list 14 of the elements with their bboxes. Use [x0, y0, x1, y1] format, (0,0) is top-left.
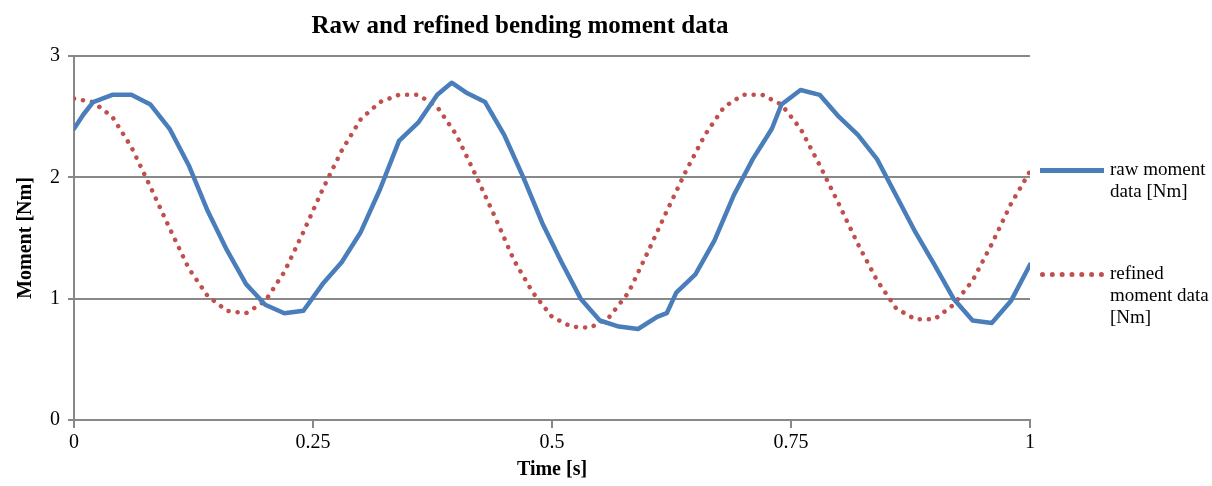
x-axis-title: Time [s]	[516, 457, 588, 480]
x-tick-label: 0.5	[539, 430, 565, 453]
legend-label: raw moment data [Nm]	[1110, 158, 1207, 202]
chart-title: Raw and refined bending moment data	[311, 11, 729, 39]
x-tick-label: 1	[1025, 430, 1035, 453]
x-tick-label: 0	[69, 430, 79, 453]
legend-label: refined moment data [Nm]	[1110, 262, 1210, 328]
y-tick-label: 3	[50, 43, 60, 66]
y-tick-label: 0	[50, 407, 60, 430]
y-axis-title: Moment [Nm]	[13, 177, 36, 299]
y-tick-label: 2	[50, 164, 60, 187]
y-tick-label: 1	[50, 285, 60, 308]
x-tick-label: 0.75	[773, 430, 809, 453]
x-tick-label: 0.25	[295, 430, 331, 453]
